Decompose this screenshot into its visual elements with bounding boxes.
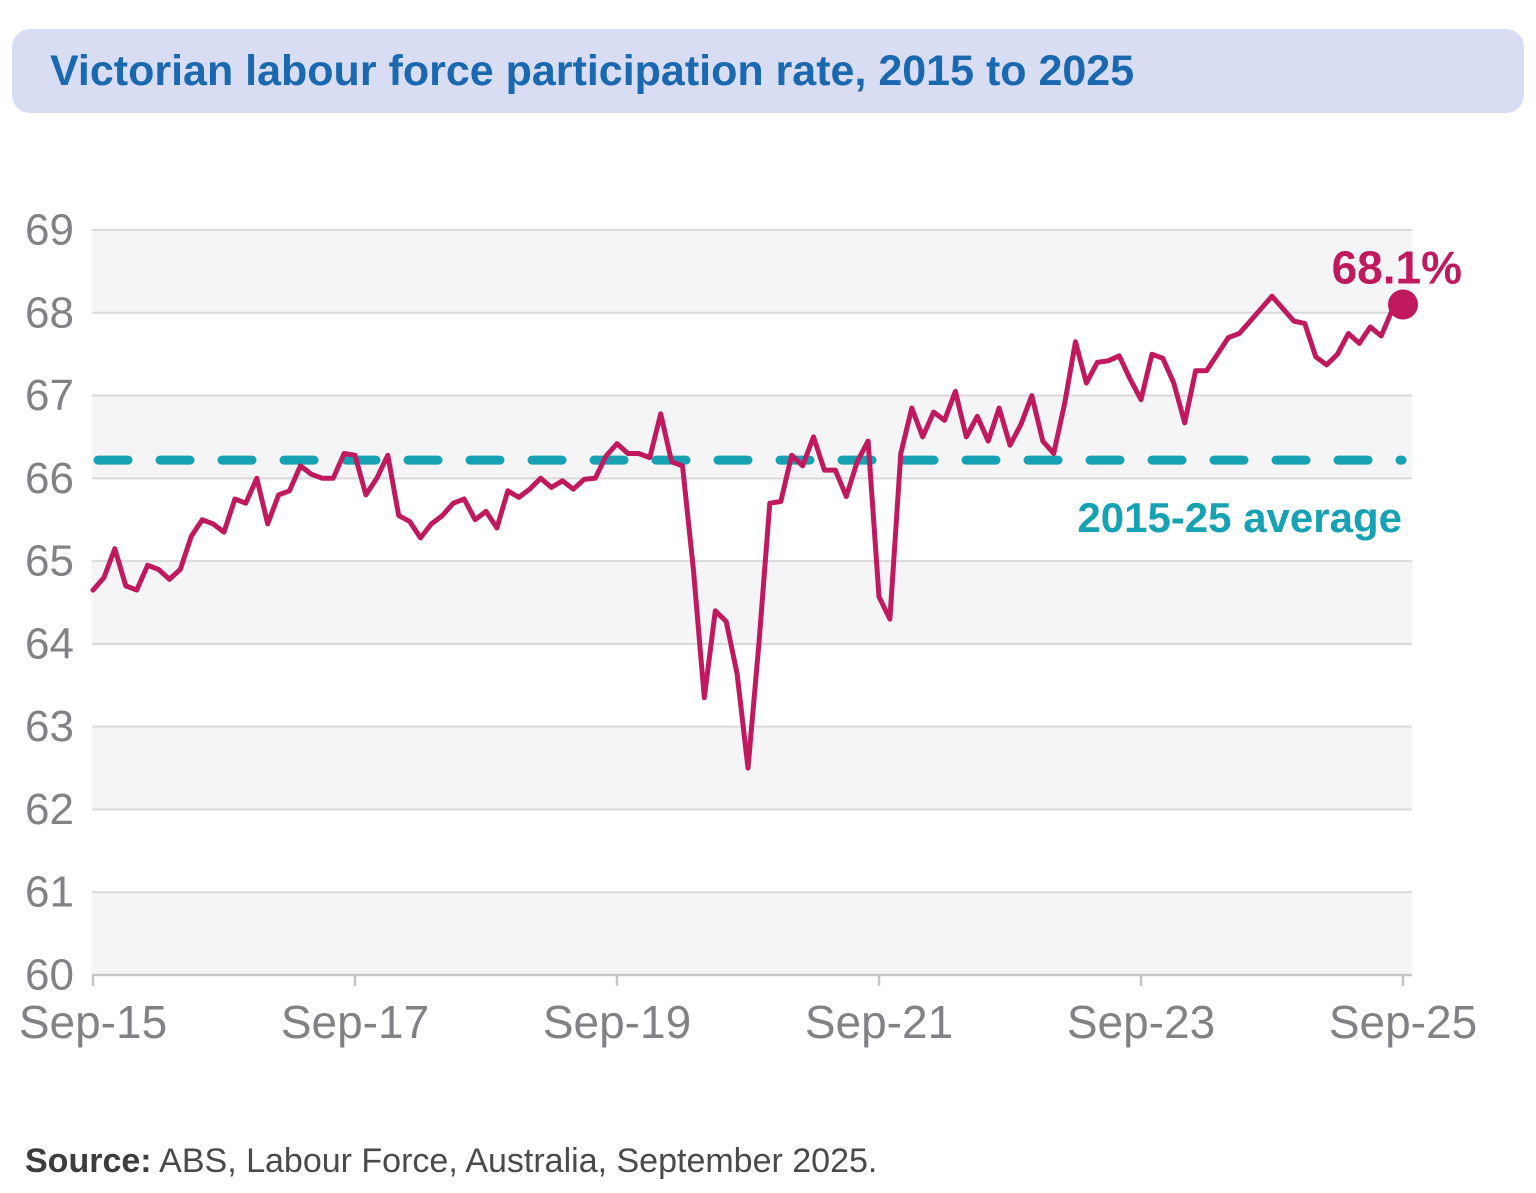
y-axis-label: 67 [25,371,74,420]
y-axis-label: 64 [25,619,74,668]
y-axis-label: 60 [25,951,74,1000]
source-text: ABS, Labour Force, Australia, September … [151,1142,878,1180]
title-banner: Victorian labour force participation rat… [12,29,1524,113]
x-axis-label: Sep-17 [281,996,429,1048]
y-axis-label: 65 [25,537,74,586]
chart-title: Victorian labour force participation rat… [50,46,1135,95]
source-line: Source: ABS, Labour Force, Australia, Se… [25,1142,877,1181]
plot-band [92,892,1412,975]
y-axis-label: 61 [25,868,74,917]
x-axis-label: Sep-21 [805,996,953,1048]
source-label: Source: [25,1142,152,1180]
participation-rate-line [90,293,1406,771]
x-axis-label: Sep-23 [1067,996,1215,1048]
plot-band [92,395,1412,479]
y-axis-label: 66 [25,454,74,503]
latest-value-label: 68.1% [1332,242,1462,294]
plot-band [92,561,1412,644]
x-axis-label: Sep-25 [1329,996,1477,1048]
y-axis-label: 69 [25,206,74,255]
x-axis-label: Sep-19 [543,996,691,1048]
y-axis-label: 62 [25,785,74,834]
y-axis-label: 63 [25,702,74,751]
x-axis-label: Sep-15 [19,996,167,1048]
plot-band [92,230,1412,313]
average-line-label: 2015-25 average [1077,494,1402,541]
y-axis-label: 68 [25,288,74,337]
latest-point-marker [1388,289,1418,320]
